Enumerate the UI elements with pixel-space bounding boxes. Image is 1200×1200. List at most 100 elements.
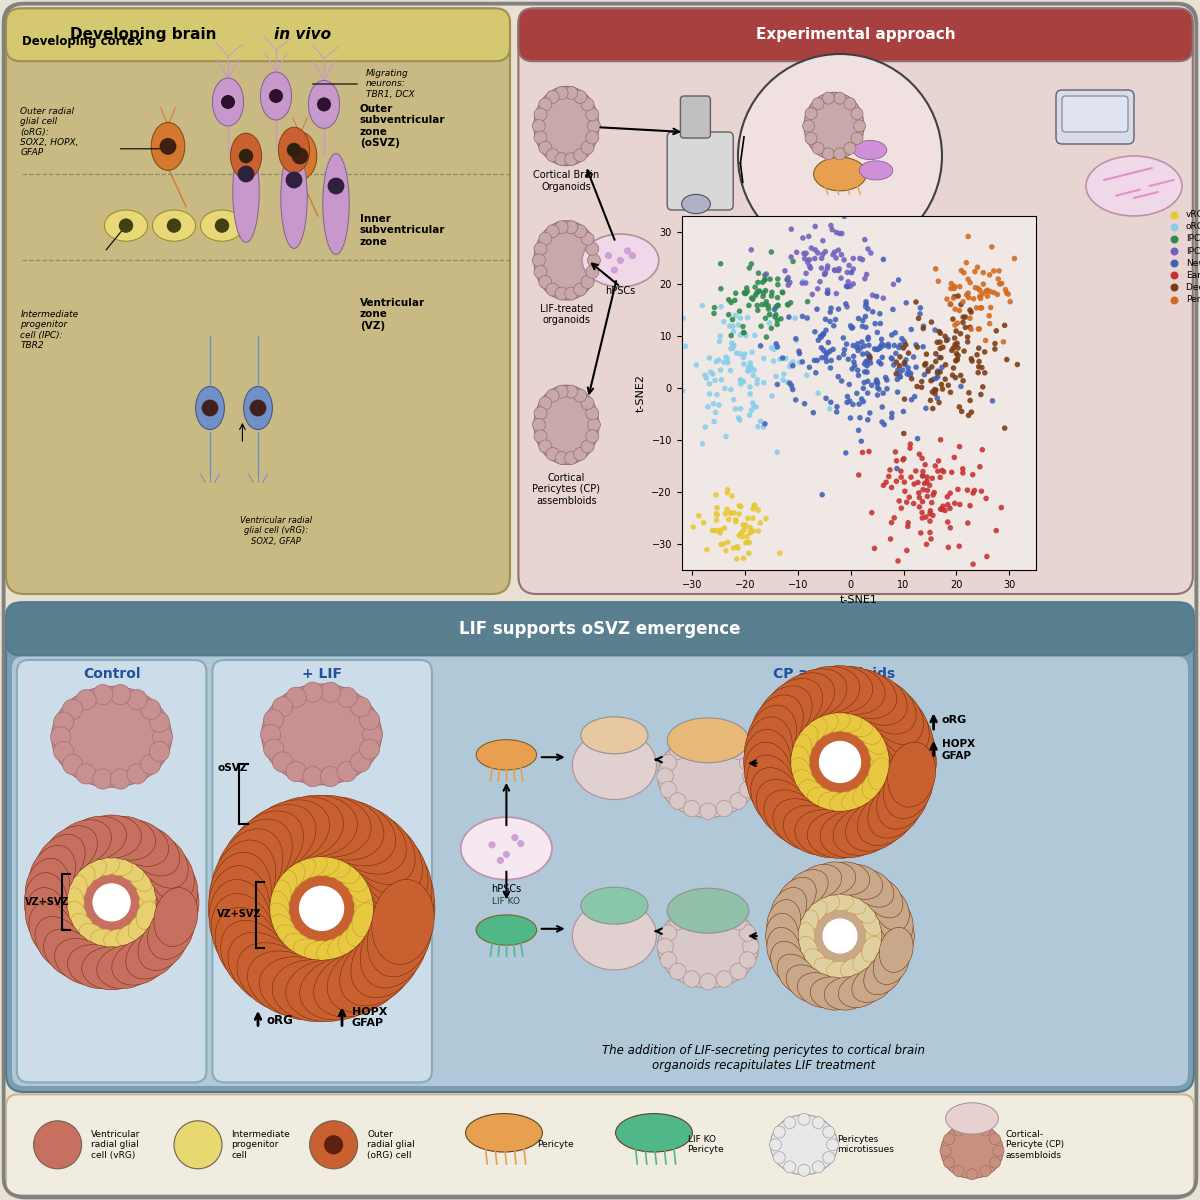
Point bbox=[692, 296, 712, 316]
Point bbox=[805, 240, 824, 259]
Circle shape bbox=[556, 451, 568, 464]
Circle shape bbox=[844, 97, 856, 109]
Point bbox=[960, 300, 979, 319]
Point bbox=[718, 484, 737, 503]
Point bbox=[842, 318, 862, 337]
Point bbox=[862, 244, 881, 263]
Ellipse shape bbox=[744, 742, 792, 808]
Point bbox=[852, 332, 871, 352]
Point bbox=[919, 360, 938, 379]
Point bbox=[930, 348, 949, 367]
Ellipse shape bbox=[276, 863, 305, 892]
Text: The addition of LIF-secreting pericytes to cortical brain
organoids recapitulate: The addition of LIF-secreting pericytes … bbox=[601, 1044, 925, 1073]
Ellipse shape bbox=[228, 932, 304, 1006]
Point bbox=[908, 473, 928, 492]
Ellipse shape bbox=[154, 858, 198, 917]
Ellipse shape bbox=[784, 668, 847, 719]
Point bbox=[913, 337, 932, 356]
Point bbox=[946, 335, 965, 354]
Point bbox=[930, 362, 949, 382]
FancyBboxPatch shape bbox=[6, 1094, 1194, 1196]
Point bbox=[889, 491, 908, 510]
Point bbox=[845, 356, 864, 376]
Point bbox=[934, 497, 953, 516]
Ellipse shape bbox=[786, 965, 828, 1002]
Point bbox=[938, 538, 958, 557]
Point bbox=[730, 496, 749, 515]
Point bbox=[836, 443, 856, 462]
Ellipse shape bbox=[830, 710, 862, 732]
Point bbox=[838, 392, 857, 412]
Point bbox=[959, 283, 978, 302]
Point bbox=[901, 434, 920, 454]
Circle shape bbox=[683, 906, 700, 923]
Point bbox=[764, 340, 784, 359]
Point bbox=[943, 310, 962, 329]
Ellipse shape bbox=[350, 920, 422, 997]
Point bbox=[744, 522, 763, 541]
Point bbox=[959, 288, 978, 307]
Point bbox=[882, 325, 901, 344]
Point bbox=[893, 360, 912, 379]
Circle shape bbox=[994, 1145, 1004, 1157]
Point bbox=[973, 440, 992, 460]
Point bbox=[805, 248, 824, 268]
Circle shape bbox=[822, 92, 834, 104]
Point bbox=[887, 344, 906, 364]
Point bbox=[793, 353, 812, 372]
Point bbox=[966, 278, 985, 298]
Point bbox=[822, 350, 841, 370]
Point bbox=[858, 330, 877, 349]
Ellipse shape bbox=[824, 977, 870, 1010]
Point bbox=[808, 350, 827, 370]
Point bbox=[972, 299, 991, 318]
Circle shape bbox=[269, 89, 283, 103]
Circle shape bbox=[239, 149, 253, 163]
Ellipse shape bbox=[112, 820, 169, 866]
Point bbox=[863, 302, 882, 322]
Circle shape bbox=[586, 430, 599, 443]
Point bbox=[768, 275, 787, 294]
Point bbox=[934, 462, 953, 481]
Ellipse shape bbox=[853, 718, 881, 744]
Ellipse shape bbox=[846, 673, 907, 725]
Point bbox=[755, 270, 774, 289]
Ellipse shape bbox=[751, 695, 803, 756]
Point bbox=[738, 509, 757, 528]
Point bbox=[719, 353, 738, 372]
Point bbox=[793, 228, 812, 247]
FancyBboxPatch shape bbox=[4, 4, 1196, 1198]
Point bbox=[727, 538, 746, 557]
Point bbox=[853, 311, 872, 330]
Point bbox=[780, 272, 799, 292]
Point bbox=[917, 472, 936, 491]
Text: oRG: oRG bbox=[266, 1014, 293, 1026]
Point bbox=[799, 227, 818, 246]
FancyBboxPatch shape bbox=[6, 8, 510, 594]
Ellipse shape bbox=[151, 122, 185, 170]
Circle shape bbox=[565, 287, 577, 300]
Point bbox=[894, 424, 913, 443]
Point bbox=[866, 372, 886, 391]
Point bbox=[932, 358, 952, 377]
Ellipse shape bbox=[581, 887, 648, 924]
Point bbox=[889, 338, 908, 358]
Point bbox=[973, 284, 992, 304]
Ellipse shape bbox=[154, 888, 198, 947]
Point bbox=[868, 323, 887, 342]
Point bbox=[740, 377, 760, 396]
Point bbox=[805, 322, 824, 341]
Ellipse shape bbox=[827, 893, 853, 911]
FancyBboxPatch shape bbox=[17, 660, 206, 1082]
FancyBboxPatch shape bbox=[1062, 96, 1128, 132]
Point bbox=[857, 265, 876, 284]
Circle shape bbox=[565, 86, 577, 100]
Point bbox=[731, 344, 750, 364]
Ellipse shape bbox=[270, 870, 296, 902]
Text: LIF-treated
organoids: LIF-treated organoids bbox=[540, 304, 593, 325]
Ellipse shape bbox=[767, 928, 800, 972]
Point bbox=[971, 457, 990, 476]
Point bbox=[853, 250, 872, 269]
Point bbox=[989, 270, 1008, 289]
Point bbox=[811, 338, 830, 358]
